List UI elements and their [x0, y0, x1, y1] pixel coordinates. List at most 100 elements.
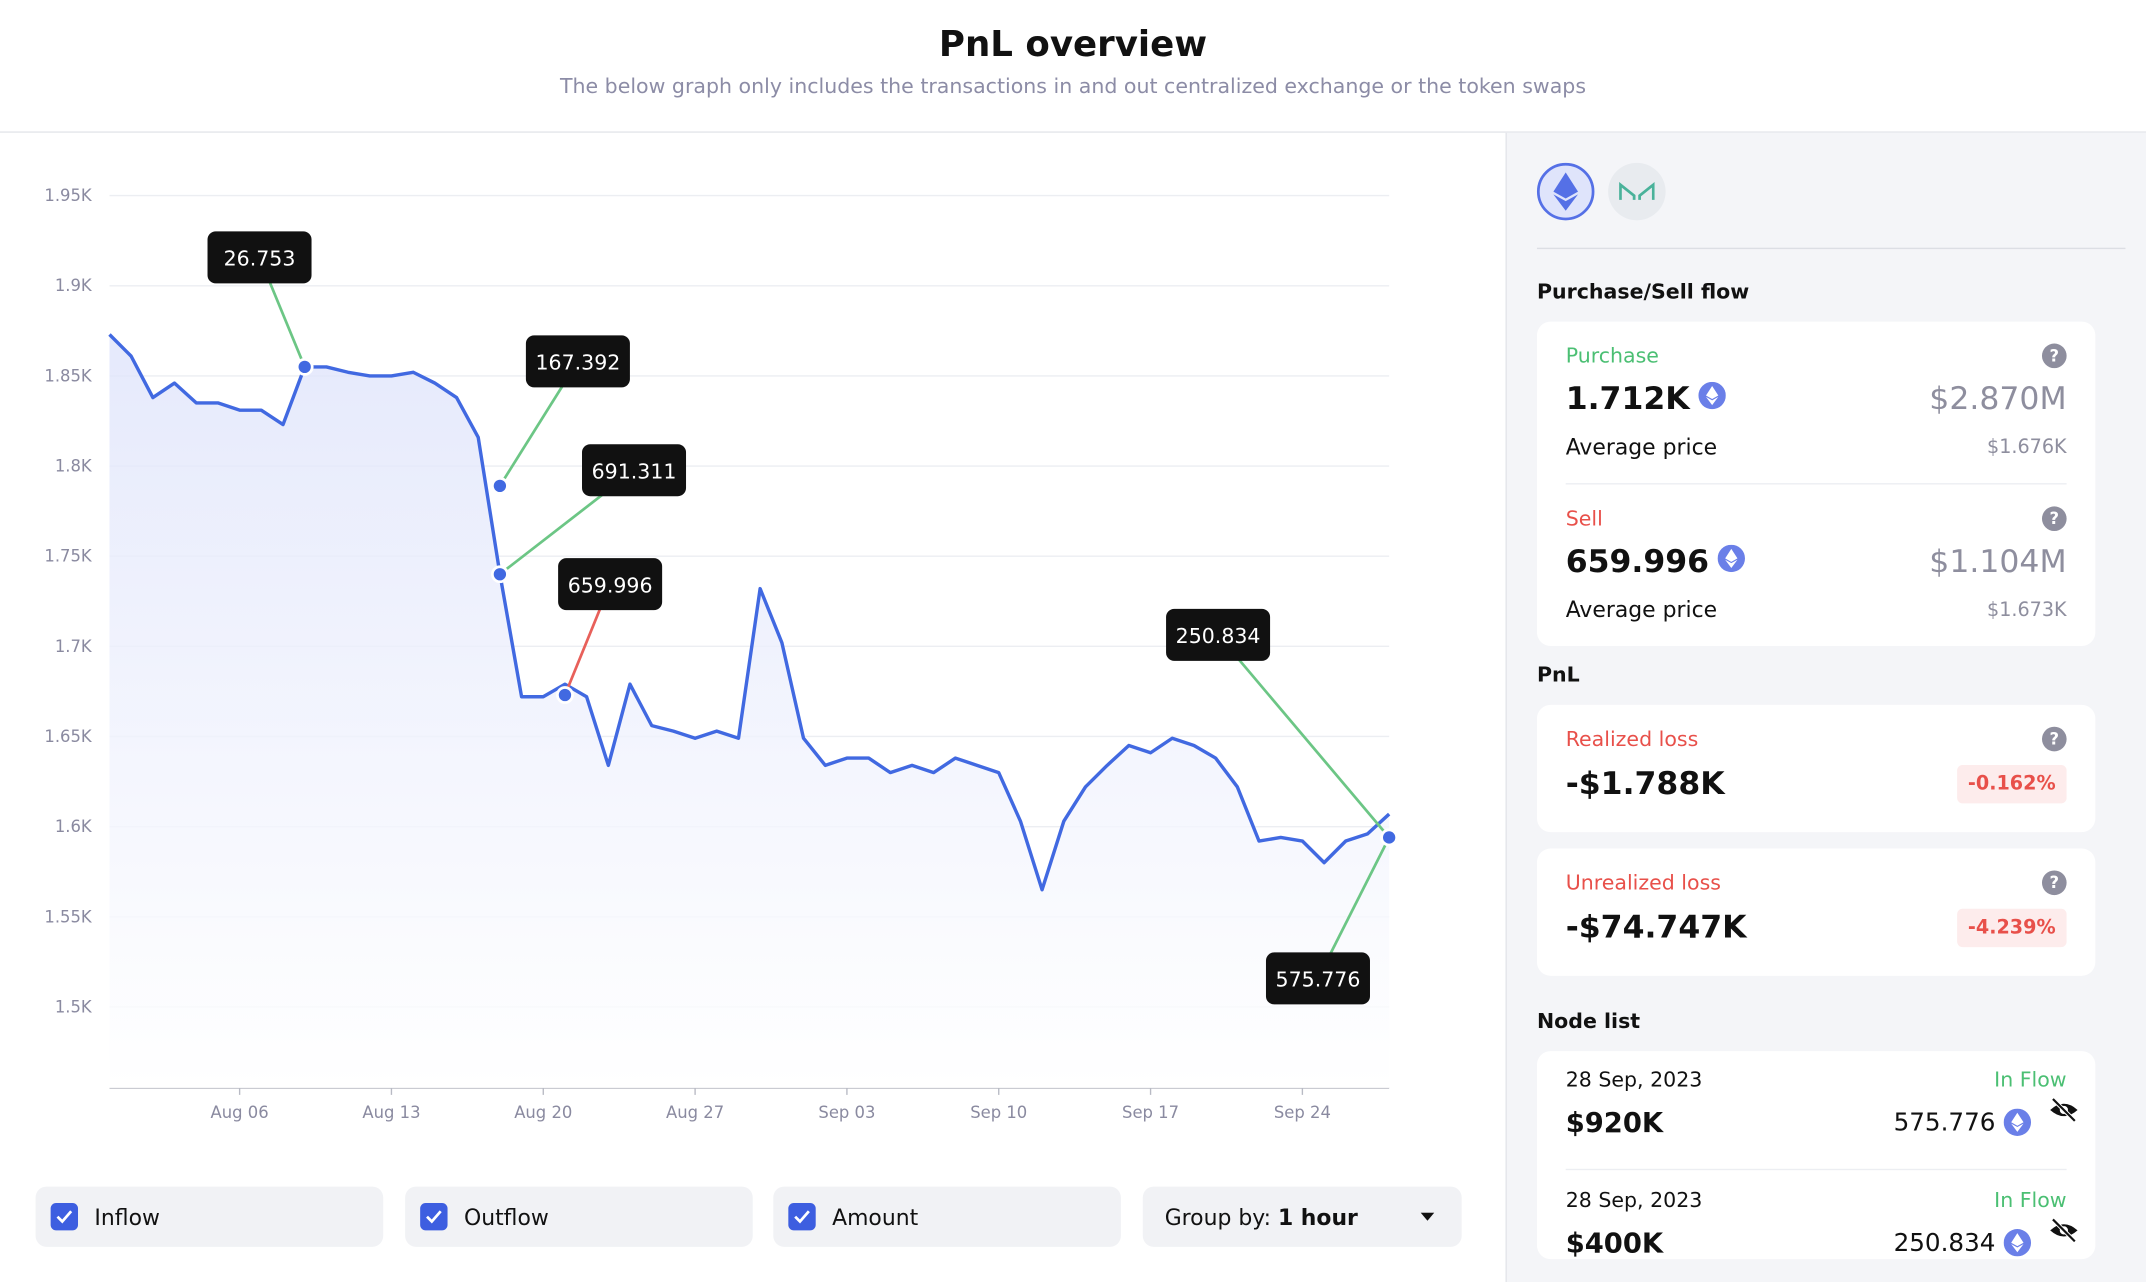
x-tick-label: Aug 06: [211, 1103, 269, 1122]
y-tick-label: 1.9K: [55, 276, 93, 295]
unrealized-value: -$74.747K: [1565, 910, 1747, 946]
purchase-amount: 1.712K: [1565, 381, 1690, 418]
row: 659.996 $1.104M: [1566, 544, 2067, 581]
checkbox-label: Outflow: [463, 1203, 549, 1230]
avg-price: $1.676K: [1987, 435, 2067, 458]
help-icon[interactable]: ?: [2041, 870, 2067, 896]
amount-toggle[interactable]: Amount: [773, 1186, 1121, 1247]
avg-price: $1.673K: [1987, 598, 2067, 621]
annotation-point: [490, 565, 509, 584]
annotation-label: 575.776: [1276, 968, 1361, 992]
unrealized-label: Unrealized loss: [1565, 870, 1721, 896]
row: Sell?: [1565, 506, 2067, 532]
purchase-usd: $2.870M: [1929, 381, 2067, 418]
annotation-box: [207, 231, 312, 284]
section-title: Node list: [1536, 1008, 1641, 1034]
flow-card: Purchase? 1.712K $2.870M Average price $1.…: [1536, 321, 2096, 646]
annotation-box: [558, 558, 663, 611]
eth-tab[interactable]: [1536, 162, 1595, 221]
avg-label: Average price: [1565, 596, 1718, 623]
node-list: 28 Sep, 2023 In Flow $920K 575.776 28 Sep,…: [1536, 1051, 2096, 1260]
mkr-icon: [1619, 182, 1655, 200]
eth-icon: [1697, 381, 1726, 410]
annotation-point: [556, 686, 574, 704]
sell-usd: $1.104M: [1929, 544, 2067, 581]
node-date: 28 Sep, 2023: [1565, 1187, 1703, 1213]
divider: [1536, 247, 2126, 250]
node-amount-wrap: 250.834: [1893, 1228, 2032, 1258]
mkr-tab[interactable]: [1608, 162, 1666, 221]
help-icon[interactable]: ?: [2041, 506, 2067, 532]
checkbox-label: Inflow: [94, 1203, 160, 1230]
group-by-label: Group by:: [1164, 1203, 1271, 1230]
row: Average price $1.676K: [1566, 434, 2067, 460]
realized-card: Realized loss? -$1.788K -0.162%: [1536, 704, 2096, 833]
help-icon[interactable]: ?: [2041, 343, 2067, 369]
eth-icon: [1717, 544, 1745, 573]
x-tick-label: Aug 27: [666, 1103, 724, 1122]
avg-label: Average price: [1565, 433, 1718, 460]
purchase-amount-wrap: 1.712K: [1565, 381, 1726, 418]
annotation-box: [525, 335, 630, 388]
outflow-toggle[interactable]: Outflow: [405, 1186, 753, 1247]
annotation-label: 26.753: [224, 247, 296, 271]
row: -$74.747K -4.239%: [1565, 908, 2067, 948]
realized-value: -$1.788K: [1565, 766, 1725, 803]
x-tick-label: Sep 17: [1122, 1103, 1179, 1122]
sell-label: Sell: [1565, 506, 1603, 532]
annotation-label: 659.996: [568, 573, 653, 597]
page-title: PnL overview: [938, 24, 1208, 66]
divider: [1565, 1168, 2067, 1171]
page-subtitle: The below graph only includes the transa…: [559, 73, 1587, 99]
eth-icon: [2003, 1108, 2032, 1136]
annotation-label: 167.392: [535, 351, 620, 375]
y-tick-label: 1.6K: [55, 817, 93, 836]
eth-badge: [1697, 381, 1726, 418]
x-tick-label: Sep 10: [970, 1103, 1027, 1122]
checkbox[interactable]: [420, 1203, 448, 1231]
sell-amount-wrap: 659.996: [1566, 544, 1745, 581]
row: Average price $1.673K: [1566, 597, 2067, 623]
inflow-toggle[interactable]: Inflow: [35, 1186, 384, 1247]
line: [108, 333, 1391, 892]
annotation-box: [1166, 608, 1271, 661]
x-tick-label: Aug 13: [362, 1103, 420, 1122]
node-amount: 575.776: [1893, 1107, 1996, 1137]
y-tick-label: 1.95K: [44, 186, 93, 205]
row: Unrealized loss?: [1565, 870, 2067, 896]
section-title: Purchase/Sell flow: [1536, 279, 1750, 304]
side-panel: Purchase/Sell flow Purchase? 1.712K $2.87…: [1505, 132, 2146, 1282]
annotation-point: [295, 357, 314, 376]
group-by-select[interactable]: Group by: 1 hour: [1142, 1186, 1462, 1247]
realized-pct: -0.162%: [1956, 765, 2067, 804]
divider: [1565, 483, 2067, 485]
annotation-box: [582, 444, 687, 497]
eth-icon: [1553, 172, 1579, 211]
eth-badge: [1717, 544, 1745, 581]
y-tick-label: 1.8K: [55, 457, 93, 476]
y-tick-label: 1.65K: [44, 727, 93, 746]
row: Purchase?: [1565, 343, 2067, 369]
hide-icon[interactable]: [2049, 1097, 2079, 1123]
header: PnL overview The below graph only includ…: [0, 0, 2146, 133]
section-title: PnL: [1536, 662, 1580, 688]
dropdown-arrow: [1420, 1212, 1435, 1221]
eth-icon: [2003, 1229, 2032, 1257]
annotation-leader: [1217, 634, 1391, 839]
check-icon: [56, 1210, 73, 1224]
node-amount: 250.834: [1893, 1228, 1996, 1258]
hide-icon[interactable]: [2049, 1218, 2079, 1243]
group-by-value: 1 hour: [1277, 1203, 1358, 1230]
y-tick-label: 1.5K: [55, 997, 93, 1016]
checkbox[interactable]: [788, 1203, 816, 1231]
y-tick-label: 1.7K: [55, 637, 93, 656]
annotation-label: 691.311: [592, 459, 677, 483]
node-flow: In Flow: [1994, 1187, 2067, 1213]
node-date: 28 Sep, 2023: [1565, 1067, 1703, 1093]
help-icon[interactable]: ?: [2041, 726, 2067, 752]
row: -$1.788K -0.162%: [1565, 765, 2067, 804]
checkbox[interactable]: [50, 1203, 79, 1231]
purchase-label: Purchase: [1565, 343, 1659, 369]
